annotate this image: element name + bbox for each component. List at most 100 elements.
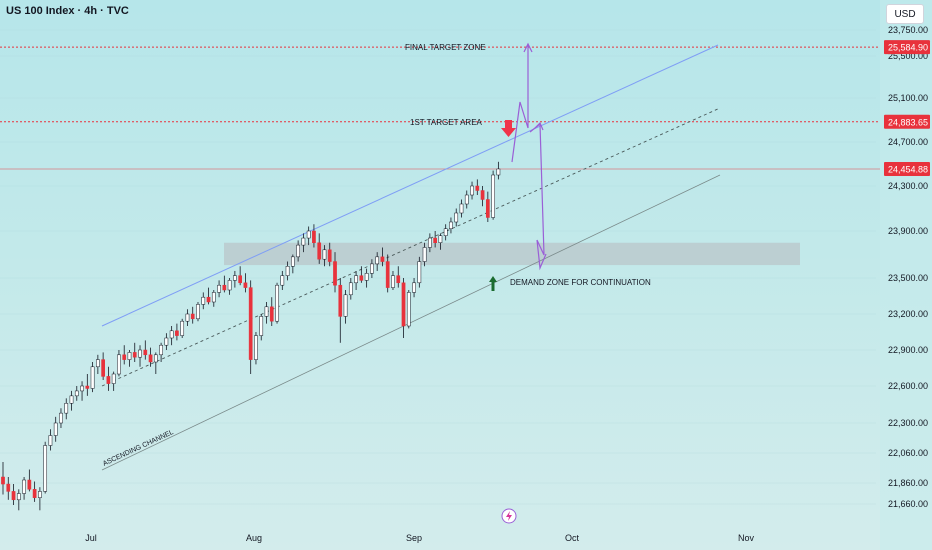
candle-body <box>190 313 195 320</box>
candle-body <box>264 306 269 317</box>
demand-zone-label: DEMAND ZONE FOR CONTINUATION <box>510 278 651 287</box>
time-axis: Jul Aug Sep Oct Nov <box>85 533 754 543</box>
candle-body <box>59 412 63 424</box>
candle-body <box>496 168 501 176</box>
candle-body <box>338 284 343 317</box>
down-arrow-icon <box>501 120 516 137</box>
candle-body <box>343 294 348 317</box>
price-tick-label: 22,600.00 <box>888 381 928 391</box>
candle-body <box>443 228 448 236</box>
candle-body <box>143 349 148 356</box>
time-tick-label: Aug <box>246 533 262 543</box>
candles <box>1 161 501 511</box>
price-tick-label: 22,300.00 <box>888 418 928 428</box>
grid <box>0 29 876 505</box>
price-tick-label: 25,500.00 <box>888 51 928 61</box>
candle-body <box>96 359 100 368</box>
channel-label: ASCENDING CHANNEL <box>102 429 175 468</box>
channel-lower-line <box>101 174 721 471</box>
candle-body <box>80 385 84 392</box>
candle-body <box>317 242 322 260</box>
candle-body <box>106 376 111 384</box>
candle-body <box>275 284 279 322</box>
candle-body <box>396 275 401 284</box>
currency-label: USD <box>894 8 916 20</box>
price-tick-label: 23,750.00 <box>888 25 928 35</box>
candle-body <box>254 335 258 360</box>
price-tick-label: 21,860.00 <box>888 478 928 488</box>
candle-body <box>422 247 427 262</box>
candle-body <box>117 354 121 375</box>
candle-body <box>43 445 48 492</box>
candle-body <box>417 261 422 284</box>
price-tag-box <box>884 40 930 55</box>
candle-body <box>211 292 216 303</box>
candle-body <box>243 282 248 288</box>
candle-body <box>333 261 337 286</box>
price-tick-label: 23,200.00 <box>888 309 928 319</box>
final-target-label: FINAL TARGET ZONE <box>405 43 486 52</box>
candle-body <box>227 280 232 291</box>
candle-body <box>180 320 185 336</box>
candle-body <box>449 221 453 229</box>
price-tag-box <box>884 114 930 129</box>
candle-body <box>90 366 95 389</box>
projection-path <box>489 42 547 291</box>
candle-body <box>248 287 253 360</box>
candle-body <box>464 194 469 205</box>
candle-body <box>364 273 369 281</box>
currency-selector[interactable]: USD <box>886 4 924 24</box>
candle-body <box>327 249 332 262</box>
price-tick-label: 22,060.00 <box>888 448 928 458</box>
projection-up-leg <box>511 45 529 163</box>
annotations: FINAL TARGET ZONE 1ST TARGET AREA DEMAND Z… <box>102 43 651 524</box>
candle-body <box>1 476 5 485</box>
candle-body <box>296 244 300 258</box>
candle-body <box>301 237 306 246</box>
up-arrow-icon <box>489 276 497 291</box>
candle-body <box>291 256 295 267</box>
candle-body <box>196 304 200 320</box>
candle-body <box>175 330 179 336</box>
candle-body <box>48 435 53 446</box>
price-tick-label: 21,660.00 <box>888 499 928 509</box>
candle-body <box>38 491 42 498</box>
candle-body <box>138 349 142 358</box>
candle-body <box>375 256 380 265</box>
candle-body <box>312 230 316 243</box>
candle-body <box>32 489 37 498</box>
candle-body <box>206 296 211 303</box>
candle-body <box>27 479 32 490</box>
price-tag-label: 24,454.88 <box>888 164 928 174</box>
candle-body <box>269 306 274 322</box>
candle-body <box>359 275 364 281</box>
candle-body <box>101 359 105 377</box>
candle-body <box>428 237 432 248</box>
time-tick-label: Oct <box>565 533 580 543</box>
channel-mid-line <box>101 107 721 387</box>
candle-body <box>491 174 495 218</box>
price-tick-label: 23,500.00 <box>888 273 928 283</box>
candle-body <box>454 212 459 223</box>
candle-body <box>217 284 221 293</box>
price-tick-label: 24,700.00 <box>888 137 928 147</box>
channel-upper-line <box>101 44 719 327</box>
candle-body <box>391 275 395 288</box>
price-tick-label: 24,300.00 <box>888 181 928 191</box>
candle-body <box>11 491 16 501</box>
symbol-title: US 100 Index · 4h · TVC <box>6 5 129 17</box>
candle-body <box>433 237 437 244</box>
candle-body <box>259 316 264 336</box>
candle-body <box>148 354 153 363</box>
candle-body <box>475 185 480 191</box>
candle-body <box>470 185 474 196</box>
candle-body <box>438 235 443 243</box>
trend-lines <box>0 44 880 471</box>
candle-body <box>16 493 21 501</box>
candle-body <box>280 275 285 286</box>
price-tick-label: 23,900.00 <box>888 226 928 236</box>
candle-body <box>22 479 26 494</box>
candle-body <box>459 203 464 214</box>
candle-body <box>6 483 11 492</box>
candle-body <box>238 275 243 284</box>
